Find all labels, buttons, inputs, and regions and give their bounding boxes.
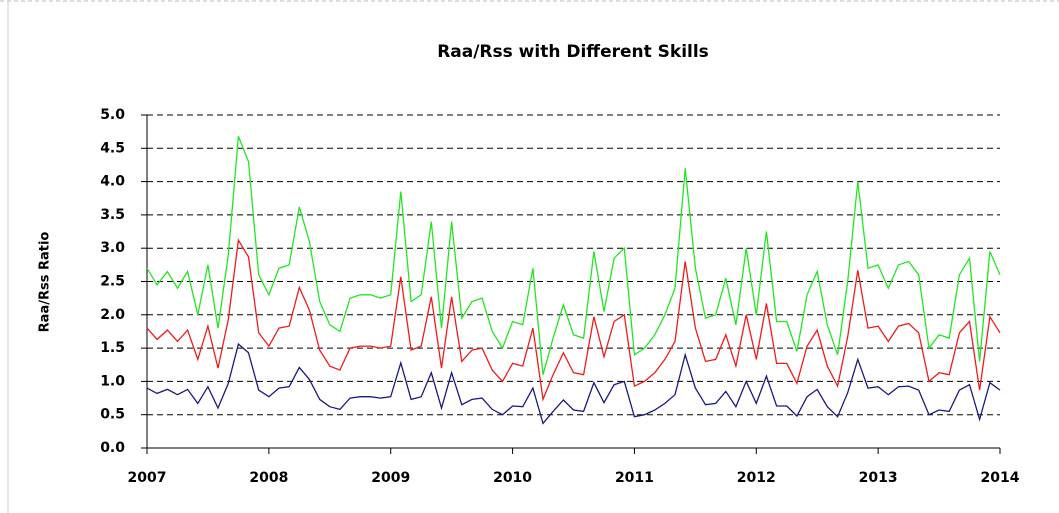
x-tick-label: 2010	[493, 470, 532, 486]
x-tick-label: 2013	[859, 470, 898, 486]
y-tick-label: 1.0	[100, 373, 125, 389]
series-line	[146, 136, 1001, 375]
y-tick-label: 2.0	[100, 307, 125, 323]
y-tick-label: 1.5	[100, 340, 125, 356]
y-tick-label: 0.5	[100, 407, 125, 423]
series-line	[146, 342, 1001, 425]
y-tick-label: 4.5	[100, 140, 125, 156]
x-tick-label: 2008	[249, 470, 288, 486]
y-tick-label: 0.0	[100, 440, 125, 456]
y-tick-label: 5.0	[100, 107, 125, 123]
y-tick-label: 3.0	[100, 240, 125, 256]
x-tick-label: 2014	[981, 470, 1020, 486]
y-tick-label: 2.5	[100, 274, 125, 290]
y-tick-label: 3.5	[100, 207, 125, 223]
chart-title: Raa/Rss with Different Skills	[437, 42, 709, 62]
x-tick-label: 2012	[737, 470, 776, 486]
y-tick-label: 4.0	[100, 174, 125, 190]
series-line	[146, 238, 1001, 402]
x-tick-label: 2009	[371, 470, 410, 486]
x-tick-label: 2007	[128, 470, 167, 486]
y-axis-label: Raa/Rss Ratio	[38, 232, 53, 333]
x-tick-label: 2011	[615, 470, 654, 486]
